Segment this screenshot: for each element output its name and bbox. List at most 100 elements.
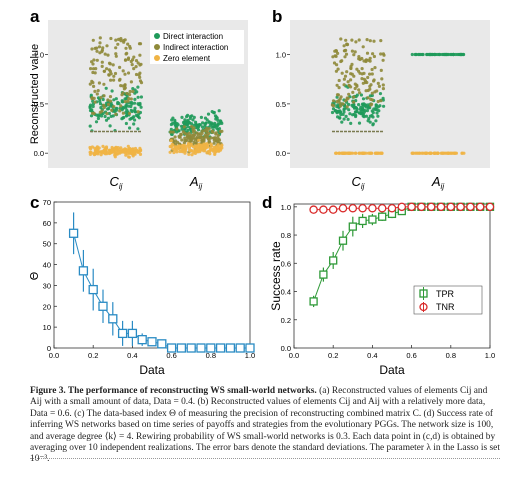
theta-point <box>245 343 255 353</box>
theta-point <box>235 343 245 353</box>
data-point <box>379 52 383 56</box>
data-point <box>96 151 100 155</box>
data-point <box>364 114 368 118</box>
data-point <box>130 63 134 67</box>
data-point <box>94 67 98 71</box>
data-point <box>345 105 349 109</box>
data-point <box>95 58 99 62</box>
panel-c-ticks: 0.0 0.2 0.4 0.6 0.8 1.0 0 10 20 30 40 50 60 70 <box>43 198 256 360</box>
panel-a: a Reconstructed value 0.00.51.0 Cij Aij … <box>29 7 248 191</box>
data-point <box>138 152 143 156</box>
data-point <box>373 90 377 94</box>
data-point <box>424 151 428 155</box>
data-point <box>89 150 93 154</box>
panel-b-letter: b <box>272 7 282 26</box>
data-point <box>90 47 94 51</box>
data-point <box>138 75 142 79</box>
data-point <box>353 105 357 109</box>
data-point <box>110 89 114 93</box>
data-point <box>366 151 371 155</box>
data-point <box>220 143 224 147</box>
data-point <box>119 37 123 41</box>
tnr-point <box>417 202 426 212</box>
data-point <box>99 95 103 100</box>
data-point <box>116 42 120 46</box>
x-tick-label: 0.0 <box>289 351 299 360</box>
data-point <box>201 121 205 125</box>
data-point <box>95 92 99 96</box>
data-point <box>336 51 340 56</box>
data-point <box>352 95 356 99</box>
data-point <box>112 74 116 78</box>
data-point <box>360 67 364 71</box>
data-point <box>96 116 100 121</box>
data-point <box>183 131 187 135</box>
data-point <box>108 95 113 99</box>
data-point <box>334 69 338 73</box>
data-point <box>372 107 376 111</box>
data-point <box>370 151 374 155</box>
panel-d-marks <box>309 202 495 308</box>
data-point <box>341 112 345 116</box>
data-point <box>133 110 138 114</box>
data-point <box>414 52 418 57</box>
y-tick-label: 70 <box>43 198 51 207</box>
panel-a-points <box>88 36 224 159</box>
data-point <box>183 148 187 152</box>
x-tick-label: 0.6 <box>166 351 176 360</box>
data-point <box>130 109 134 114</box>
panel-d: d Success rate Data 0.0 0.2 0.4 0.6 0.8 1.00.… <box>262 193 495 377</box>
data-point <box>188 149 192 153</box>
data-point <box>97 81 101 85</box>
data-point <box>338 104 343 108</box>
data-point <box>180 127 184 131</box>
data-point <box>118 148 122 152</box>
legend-marker-direct <box>154 33 160 39</box>
data-point <box>125 91 129 96</box>
data-point <box>211 130 215 134</box>
data-point <box>180 115 184 119</box>
panel-c: c Θ Data 0.0 0.2 0.4 0.6 0.8 1.0 0 10 20 30 40 50 60… <box>28 193 255 377</box>
data-point <box>353 151 357 155</box>
data-point <box>192 136 196 140</box>
data-point <box>106 98 110 102</box>
x-tick-label: 1.0 <box>245 351 255 360</box>
theta-point <box>157 339 167 349</box>
data-point <box>120 100 125 104</box>
data-point <box>379 68 383 72</box>
data-point <box>174 142 178 146</box>
data-point <box>177 147 181 151</box>
data-point <box>100 64 104 68</box>
data-point <box>203 143 208 147</box>
tpr-point <box>358 216 367 226</box>
panel-a-category-2: Aij <box>189 174 202 191</box>
data-point <box>359 93 363 97</box>
data-point <box>91 38 95 42</box>
data-point <box>340 120 344 124</box>
data-point <box>114 46 118 50</box>
data-point <box>361 97 366 101</box>
data-point <box>460 151 464 155</box>
data-point <box>183 136 187 140</box>
data-point <box>194 145 198 149</box>
data-point <box>416 151 420 155</box>
data-point <box>177 135 182 139</box>
data-point <box>362 59 366 63</box>
data-point <box>348 112 352 116</box>
data-point <box>358 91 362 95</box>
data-point <box>90 145 94 149</box>
data-point <box>190 122 194 126</box>
data-point <box>89 67 93 71</box>
data-point <box>121 111 125 115</box>
data-point <box>347 108 351 112</box>
panel-b-points <box>330 37 466 155</box>
data-point <box>420 151 424 155</box>
data-point <box>100 50 104 54</box>
data-point <box>89 114 94 118</box>
data-point <box>352 100 356 104</box>
data-point <box>339 95 343 99</box>
data-point <box>113 153 117 157</box>
data-point <box>131 89 135 94</box>
data-point <box>107 73 111 77</box>
data-point <box>381 83 385 87</box>
